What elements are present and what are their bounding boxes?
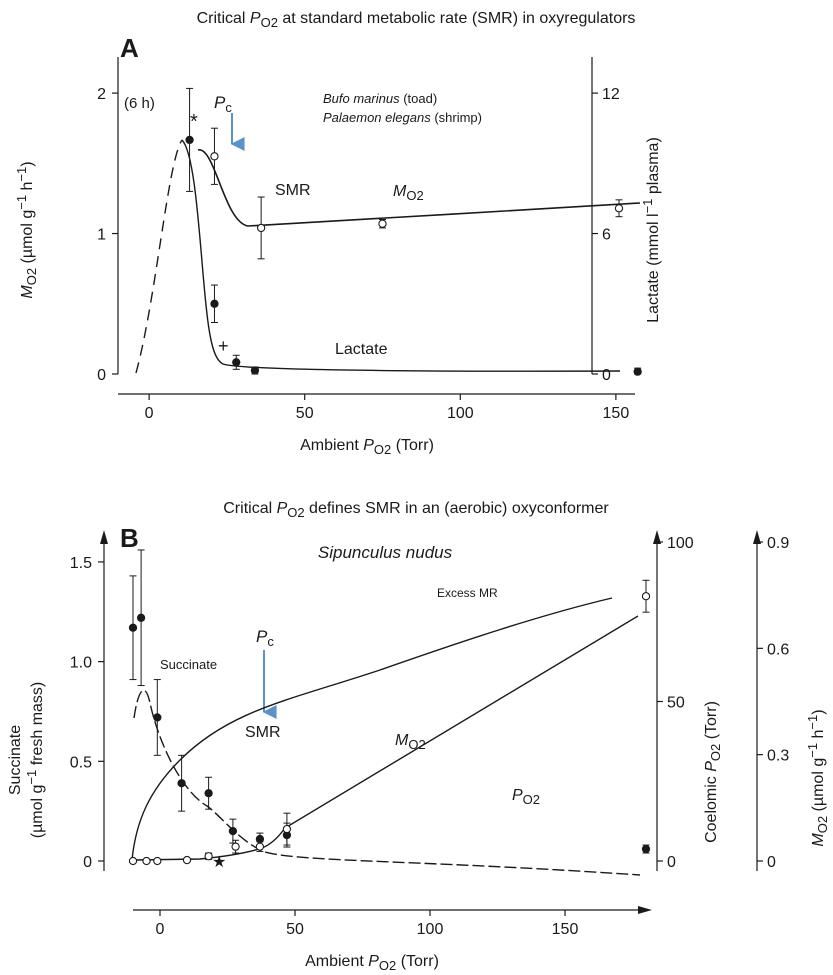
panel-a-letter: A xyxy=(120,33,139,63)
panel-b-ylabel-right-1: Coelomic PO2 (Torr) xyxy=(703,701,723,843)
panel-a: Critical PO2 at standard metabolic rate … xyxy=(14,10,662,457)
panel-b-x-tick-label: 100 xyxy=(417,921,444,938)
panel-a-xlabel: Ambient PO2 (Torr) xyxy=(300,437,434,457)
panel-a-lactate-point xyxy=(232,358,241,367)
panel-b-succinate-point xyxy=(641,844,651,854)
panel-b-xlabel: Ambient PO2 (Torr) xyxy=(305,953,439,973)
panel-a-species-2: Palaemon elegans (shrimp) xyxy=(323,110,482,125)
panel-b-succinate-point xyxy=(177,779,186,788)
panel-a-y-right-tick-label: 0 xyxy=(602,367,611,384)
panel-b-ylabel-left-1: Succinate xyxy=(7,725,24,795)
panel-b-succinate-point xyxy=(204,789,213,798)
panel-b-y-right-1-tick-label: 100 xyxy=(667,535,694,552)
panel-b-mo2-curve xyxy=(131,597,613,861)
panel-b-species: Sipunculus nudus xyxy=(318,543,453,562)
panel-b-coelomic-po2-point xyxy=(255,842,265,851)
panel-b-excess-label: Excess MR xyxy=(437,586,498,600)
panel-b-y-left-tick-label: 0.5 xyxy=(70,754,92,771)
panel-b-coelomic-po2-point xyxy=(142,856,151,866)
panel-a-ylabel-left: MO2 (µmol g−1 h−1) xyxy=(14,161,39,298)
panel-a-data-points xyxy=(185,87,642,376)
panel-a-y-left-tick-label: 0 xyxy=(97,367,106,384)
panel-b-po2-label: PO2 xyxy=(512,787,540,807)
panel-b-pc-label: Pc xyxy=(256,627,274,649)
panel-a-x-tick-label: 150 xyxy=(603,405,630,422)
panel-b-coelomic-po2-point xyxy=(128,856,138,866)
panel-b-data-points xyxy=(128,549,651,866)
panel-b-y-left-tick-label: 1.5 xyxy=(70,555,92,572)
panel-b-y-left-tick-label: 1.0 xyxy=(70,655,92,672)
panel-a-smr-point xyxy=(378,219,387,228)
panel-a-smr-label: SMR xyxy=(275,182,311,199)
panel-b-mo2-label: MO2 xyxy=(395,732,426,752)
panel-a-smr-point xyxy=(256,223,266,233)
panel-a-x-tick-label: 100 xyxy=(447,405,474,422)
panel-b-coelomic-po2-point xyxy=(153,856,162,866)
panel-a-x-tick-label: 50 xyxy=(296,405,314,422)
panel-b-axes: 0 50 100 150 0 0.5 1.0 1.5 0 50 100 0 0.3 0.6 0.9 xyxy=(70,530,789,938)
panel-a-y-left-tick-label: 2 xyxy=(97,86,106,103)
panel-a-y-right-tick-label: 12 xyxy=(602,86,620,103)
panel-a-lactate-dashed-extrapolation xyxy=(135,139,183,374)
panel-b-po2-curve xyxy=(133,615,639,861)
panel-b-y-right-1-arrowhead xyxy=(653,530,661,544)
panel-b: Critical PO2 defines SMR in an (aerobic)… xyxy=(7,500,830,973)
panel-b-smr-label: SMR xyxy=(245,724,281,741)
panel-b-x-tick-label: 50 xyxy=(286,921,304,938)
panel-b-x-tick-label: 150 xyxy=(552,921,579,938)
panel-a-lactate-point xyxy=(210,299,219,308)
panel-b-y-right-2-tick-label: 0.3 xyxy=(767,748,789,765)
panel-a-cross: + xyxy=(218,336,229,356)
panel-b-coelomic-po2-point xyxy=(282,824,292,834)
panel-b-y-right-1-tick-label: 50 xyxy=(667,695,685,712)
panel-b-coelomic-po2-point xyxy=(641,592,651,601)
panel-a-lactate-point xyxy=(250,366,260,375)
panel-b-y-right-1-tick-label: 0 xyxy=(667,854,676,871)
panel-b-ylabel-left-2: (µmol g−1 fresh mass) xyxy=(24,682,46,839)
panel-a-mo2-label: MO2 xyxy=(393,183,424,203)
panel-b-succinate-label: Succinate xyxy=(160,657,217,672)
panel-b-ylabel-right-2: MO2 (µmol g−1 h−1) xyxy=(805,709,830,846)
panel-b-star: ★ xyxy=(212,854,226,871)
panel-a-x-tick-label: 0 xyxy=(145,405,154,422)
panel-b-succinate-point xyxy=(228,826,238,836)
panel-b-succinate-point xyxy=(153,713,162,722)
panel-b-succinate-point xyxy=(136,613,146,622)
panel-a-smr-point xyxy=(614,204,624,213)
panel-a-smr-point xyxy=(210,152,219,161)
panel-a-lactate-curve xyxy=(181,139,621,372)
panel-b-letter: B xyxy=(120,523,139,553)
panel-a-title: Critical PO2 at standard metabolic rate … xyxy=(197,10,636,30)
panel-b-x-arrowhead xyxy=(638,906,652,914)
panel-b-y-right-2-arrowhead xyxy=(753,530,761,544)
panel-a-ylabel-right: Lactate (mmol l−1 plasma) xyxy=(640,137,662,323)
panel-b-y-right-2-tick-label: 0.6 xyxy=(767,641,789,658)
panel-a-smr-curve xyxy=(197,149,641,227)
panel-a-time-label: (6 h) xyxy=(124,95,155,112)
panel-b-succinate-curve xyxy=(133,689,641,876)
panel-a-pc-label: Pc xyxy=(214,93,232,115)
panel-b-title: Critical PO2 defines SMR in an (aerobic)… xyxy=(223,500,609,520)
panel-b-y-right-2-tick-label: 0 xyxy=(767,854,776,871)
panel-a-species-1: Bufo marinus (toad) xyxy=(323,91,437,106)
panel-b-coelomic-po2-point xyxy=(182,855,192,865)
panel-a-lactate-point xyxy=(185,135,194,145)
panel-a-y-right-tick-label: 6 xyxy=(602,227,611,244)
panel-b-coelomic-po2-point xyxy=(204,852,213,861)
panel-b-y-right-2-tick-label: 0.9 xyxy=(767,535,789,552)
panel-b-x-tick-label: 0 xyxy=(156,921,165,938)
panel-b-succinate-point xyxy=(128,623,138,632)
panel-a-lactate-point xyxy=(633,367,642,376)
panel-b-coelomic-po2-point xyxy=(231,842,240,851)
panel-a-y-left-tick-label: 1 xyxy=(97,227,106,244)
panel-b-y-left-tick-label: 0 xyxy=(83,854,92,871)
panel-a-lactate-label: Lactate xyxy=(335,341,388,358)
panel-a-star: * xyxy=(190,111,198,133)
panel-b-y-left-arrowhead xyxy=(100,530,108,544)
